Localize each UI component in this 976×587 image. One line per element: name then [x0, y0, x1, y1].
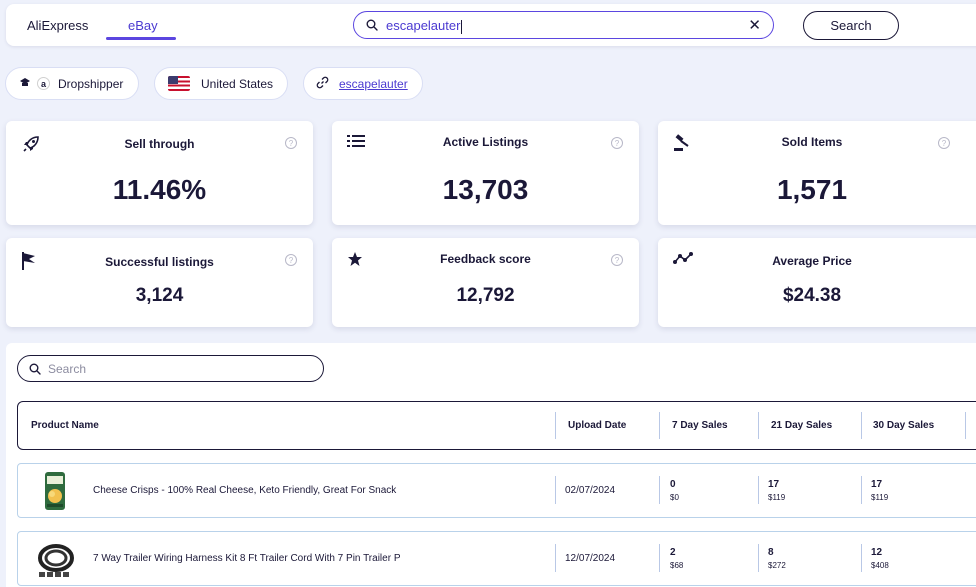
sales-21-day: 17 $119	[768, 479, 786, 502]
hat-icon	[19, 77, 31, 91]
search-icon	[29, 362, 41, 380]
search-value[interactable]: escapelauter	[386, 18, 461, 33]
col-divider	[758, 412, 759, 439]
table-row[interactable]: Cheese Crisps - 100% Real Cheese, Keto F…	[17, 463, 976, 518]
stat-value: 3,124	[135, 285, 184, 306]
stat-title: Active Listings	[442, 135, 529, 149]
stat-value: 13,703	[442, 174, 529, 205]
table-header: Product Name Upload Date 7 Day Sales 21 …	[17, 401, 976, 450]
stat-title: Feedback score	[440, 252, 531, 266]
us-flag-icon	[168, 76, 190, 91]
dropshipper-chip[interactable]: a Dropshipper	[5, 67, 139, 100]
product-thumbnail	[35, 470, 77, 512]
col-divider	[758, 476, 759, 504]
stat-card-successful-listings: Successful listings ? 3,124	[6, 238, 313, 327]
col-30-day-sales[interactable]: 30 Day Sales	[873, 420, 935, 431]
upload-date: 02/07/2024	[565, 485, 616, 496]
help-icon[interactable]: ?	[611, 254, 623, 266]
dropshipper-label: Dropshipper	[58, 76, 124, 91]
stat-card-sold-items: Sold Items ? 1,571	[658, 121, 976, 225]
stat-title: Sell through	[124, 137, 195, 151]
sales-21-day: 8 $272	[768, 547, 786, 570]
country-chip[interactable]: United States	[154, 67, 288, 100]
flag-icon	[21, 251, 37, 276]
stat-card-sell-through: Sell through ? 11.46%	[6, 121, 313, 225]
col-21-day-sales[interactable]: 21 Day Sales	[771, 420, 833, 431]
table-search[interactable]	[17, 355, 324, 382]
col-divider	[861, 476, 862, 504]
search-button[interactable]: Search	[803, 11, 899, 40]
sales-7-day: 2 $68	[670, 547, 684, 570]
col-divider	[861, 412, 862, 439]
top-bar: AliExpress eBay escapelauter ✕ Search	[6, 4, 976, 46]
stat-card-average-price: Average Price $24.38	[658, 238, 976, 327]
link-icon	[316, 76, 329, 92]
rocket-icon	[21, 134, 41, 159]
list-icon	[347, 134, 365, 153]
amazon-icon: a	[37, 77, 50, 90]
col-divider	[965, 412, 966, 439]
stat-value: 1,571	[776, 174, 848, 205]
gavel-icon	[673, 134, 691, 157]
help-icon[interactable]: ?	[611, 137, 623, 149]
col-divider	[555, 476, 556, 504]
col-divider	[861, 544, 862, 572]
search-icon	[366, 18, 378, 36]
table-search-input[interactable]	[48, 360, 308, 377]
table-row[interactable]: 7 Way Trailer Wiring Harness Kit 8 Ft Tr…	[17, 531, 976, 586]
stat-value: 11.46%	[112, 174, 207, 205]
help-icon[interactable]: ?	[285, 254, 297, 266]
country-label: United States	[201, 76, 274, 91]
stat-card-active-listings: Active Listings ? 13,703	[332, 121, 639, 225]
store-link-chip[interactable]: escapelauter	[303, 67, 423, 100]
product-thumbnail	[35, 538, 77, 580]
stat-value: $24.38	[782, 285, 842, 306]
sales-7-day: 0 $0	[670, 479, 679, 502]
products-table-panel: Product Name Upload Date 7 Day Sales 21 …	[6, 343, 976, 587]
upload-date: 12/07/2024	[565, 553, 616, 564]
col-7-day-sales[interactable]: 7 Day Sales	[672, 420, 728, 431]
product-name[interactable]: Cheese Crisps - 100% Real Cheese, Keto F…	[93, 485, 397, 496]
active-tab-indicator	[106, 37, 176, 40]
sales-30-day: 12 $408	[871, 547, 889, 570]
col-upload-date[interactable]: Upload Date	[568, 420, 627, 431]
help-icon[interactable]: ?	[285, 137, 297, 149]
col-divider	[659, 544, 660, 572]
trend-icon	[673, 251, 693, 270]
help-icon[interactable]: ?	[938, 137, 950, 149]
sales-30-day: 17 $119	[871, 479, 889, 502]
product-name[interactable]: 7 Way Trailer Wiring Harness Kit 8 Ft Tr…	[93, 553, 401, 564]
clear-icon[interactable]: ✕	[748, 17, 761, 34]
tab-aliexpress[interactable]: AliExpress	[27, 18, 89, 33]
store-link[interactable]: escapelauter	[339, 76, 408, 91]
stat-title: Average Price	[772, 254, 852, 268]
col-divider	[555, 412, 556, 439]
tab-ebay[interactable]: eBay	[128, 18, 158, 33]
col-divider	[555, 544, 556, 572]
store-search-input[interactable]: escapelauter ✕	[353, 11, 774, 39]
col-product-name[interactable]: Product Name	[31, 420, 99, 431]
star-icon	[347, 251, 363, 272]
col-divider	[758, 544, 759, 572]
col-divider	[659, 412, 660, 439]
stat-title: Successful listings	[105, 255, 214, 269]
stat-title: Sold Items	[781, 135, 843, 149]
col-divider	[659, 476, 660, 504]
stat-card-feedback-score: Feedback score ? 12,792	[332, 238, 639, 327]
stat-value: 12,792	[456, 285, 515, 306]
